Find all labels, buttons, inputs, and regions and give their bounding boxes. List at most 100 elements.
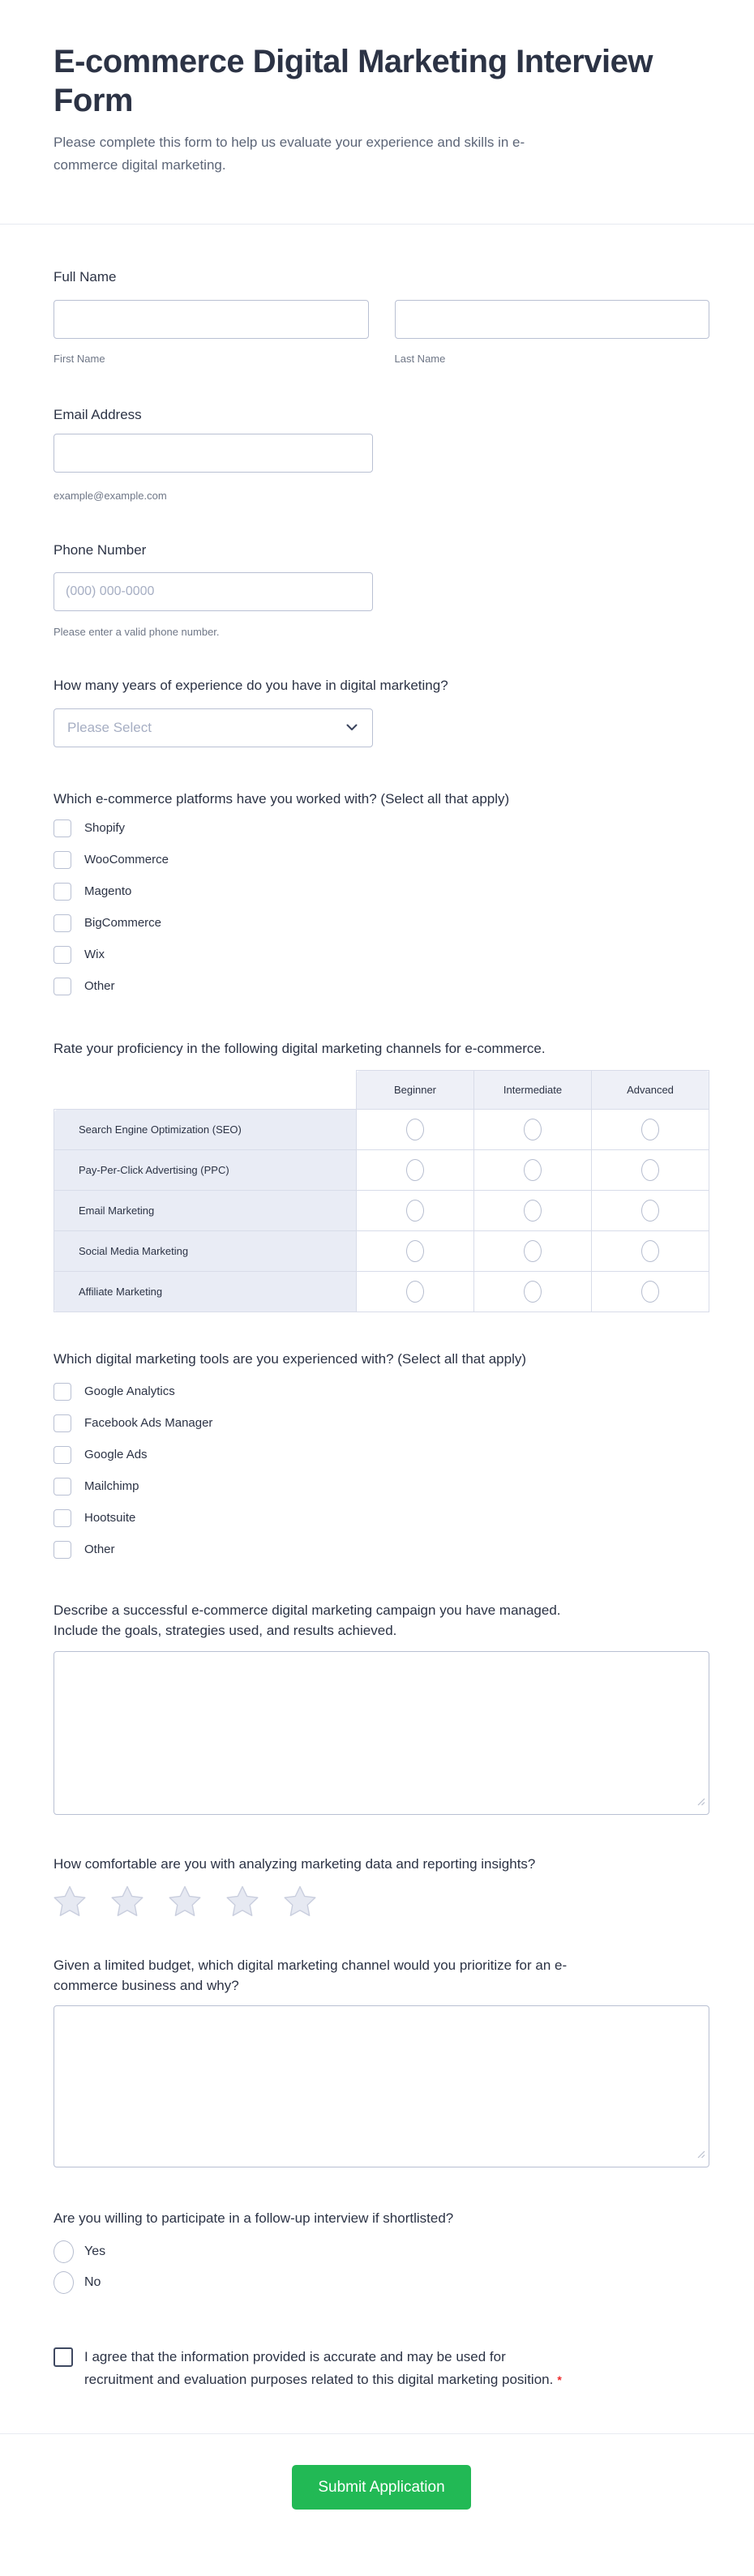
field-phone: Phone Number Please enter a valid phone … (54, 541, 709, 639)
field-experience: How many years of experience do you have… (54, 677, 709, 747)
matrix-radio[interactable] (406, 1281, 424, 1303)
matrix-radio[interactable] (406, 1240, 424, 1262)
checkbox[interactable] (54, 1478, 71, 1496)
checkbox[interactable] (54, 1414, 71, 1432)
radio-button[interactable] (54, 2240, 74, 2263)
matrix-row-label: Pay-Per-Click Advertising (PPC) (54, 1149, 357, 1191)
matrix-row-email-marketing: Email Marketing (54, 1190, 709, 1231)
platform-option-shopify: Shopify (54, 819, 709, 837)
checkbox[interactable] (54, 978, 71, 995)
email-input[interactable] (54, 434, 373, 473)
campaign-textarea[interactable] (54, 1651, 709, 1815)
phone-input[interactable] (54, 572, 373, 611)
tool-option-other: Other (54, 1541, 709, 1559)
name-inputs: First Name Last Name (54, 300, 709, 366)
checkbox-label: Shopify (84, 821, 126, 835)
tool-option-google-analytics: Google Analytics (54, 1383, 709, 1401)
star-rating (54, 1885, 709, 1916)
checkbox-label: BigCommerce (84, 916, 162, 930)
field-campaign: Describe a successful e-commerce digital… (54, 1600, 709, 1815)
checkbox[interactable] (54, 1383, 71, 1401)
last-name-sublabel: Last Name (394, 353, 446, 365)
matrix-row-social-media: Social Media Marketing (54, 1230, 709, 1272)
matrix-col-advanced: Advanced (591, 1070, 709, 1110)
experience-label: How many years of experience do you have… (54, 678, 448, 693)
first-name-group: First Name (54, 300, 369, 366)
matrix-row-label: Email Marketing (54, 1190, 357, 1231)
field-tools: Which digital marketing tools are you ex… (54, 1350, 709, 1559)
field-proficiency-matrix: Rate your proficiency in the following d… (54, 1040, 709, 1312)
star-icon[interactable] (111, 1885, 144, 1916)
matrix-radio[interactable] (524, 1119, 542, 1140)
followup-options: Yes No (54, 2240, 709, 2294)
matrix-radio[interactable] (641, 1240, 659, 1262)
checkbox[interactable] (54, 851, 71, 869)
checkbox-label: Mailchimp (84, 1479, 139, 1493)
matrix-label: Rate your proficiency in the following d… (54, 1041, 546, 1056)
checkbox[interactable] (54, 946, 71, 964)
matrix-corner (54, 1071, 357, 1110)
matrix-radio[interactable] (641, 1200, 659, 1222)
full-name-label: Full Name (54, 269, 117, 285)
checkbox-label: Other (84, 979, 115, 993)
platforms-options: Shopify WooCommerce Magento BigCommerce … (54, 819, 709, 995)
last-name-input[interactable] (394, 300, 709, 339)
matrix-radio[interactable] (524, 1240, 542, 1262)
star-icon[interactable] (54, 1885, 86, 1916)
matrix-col-intermediate: Intermediate (473, 1070, 592, 1110)
checkbox-label: Other (84, 1543, 115, 1556)
form-body: Full Name First Name Last Name Email Add… (0, 268, 754, 2552)
consent-label: I agree that the information provided is… (84, 2349, 554, 2387)
checkbox-label: Hootsuite (84, 1511, 136, 1525)
matrix-radio[interactable] (524, 1200, 542, 1222)
phone-hint: Please enter a valid phone number. (54, 626, 220, 638)
matrix-row-affiliate: Affiliate Marketing (54, 1271, 709, 1312)
matrix-radio[interactable] (641, 1159, 659, 1181)
field-email: Email Address example@example.com (54, 406, 709, 503)
star-icon[interactable] (169, 1885, 201, 1916)
checkbox[interactable] (54, 1446, 71, 1464)
followup-option-no: No (54, 2271, 709, 2294)
checkbox[interactable] (54, 819, 71, 837)
radio-label: No (84, 2275, 101, 2289)
checkbox-label: WooCommerce (84, 853, 169, 867)
radio-button[interactable] (54, 2271, 74, 2294)
matrix-radio[interactable] (641, 1119, 659, 1140)
checkbox[interactable] (54, 1509, 71, 1527)
proficiency-matrix: Beginner Intermediate Advanced Search En… (54, 1070, 709, 1312)
matrix-radio[interactable] (406, 1200, 424, 1222)
star-icon[interactable] (284, 1885, 316, 1916)
checkbox[interactable] (54, 883, 71, 901)
matrix-radio[interactable] (524, 1159, 542, 1181)
phone-label: Phone Number (54, 542, 147, 558)
budget-textarea[interactable] (54, 2005, 709, 2167)
field-followup: Are you willing to participate in a foll… (54, 2210, 709, 2294)
matrix-col-beginner: Beginner (356, 1070, 474, 1110)
required-asterisk: * (557, 2373, 562, 2386)
star-icon[interactable] (226, 1885, 259, 1916)
footer-divider (0, 2433, 754, 2434)
rating-label: How comfortable are you with analyzing m… (54, 1856, 536, 1872)
experience-select[interactable]: Please Select (54, 708, 373, 747)
matrix-radio[interactable] (406, 1159, 424, 1181)
checkbox[interactable] (54, 1541, 71, 1559)
matrix-row-label: Social Media Marketing (54, 1230, 357, 1272)
form-title: E-commerce Digital Marketing Interview F… (54, 44, 653, 118)
consent-checkbox[interactable] (54, 2347, 73, 2367)
checkbox[interactable] (54, 914, 71, 932)
platforms-label: Which e-commerce platforms have you work… (54, 791, 510, 807)
checkbox-label: Wix (84, 948, 105, 961)
matrix-radio[interactable] (406, 1119, 424, 1140)
experience-selected-value: Please Select (67, 720, 152, 735)
matrix-radio[interactable] (641, 1281, 659, 1303)
tool-option-mailchimp: Mailchimp (54, 1478, 709, 1496)
platform-option-bigcommerce: BigCommerce (54, 914, 709, 932)
first-name-input[interactable] (54, 300, 369, 339)
matrix-header-row: Beginner Intermediate Advanced (54, 1070, 709, 1110)
matrix-radio[interactable] (524, 1281, 542, 1303)
field-rating: How comfortable are you with analyzing m… (54, 1855, 709, 1916)
submit-button[interactable]: Submit Application (292, 2465, 471, 2510)
field-consent: I agree that the information provided is… (54, 2346, 709, 2391)
form-header: E-commerce Digital Marketing Interview F… (0, 0, 754, 225)
